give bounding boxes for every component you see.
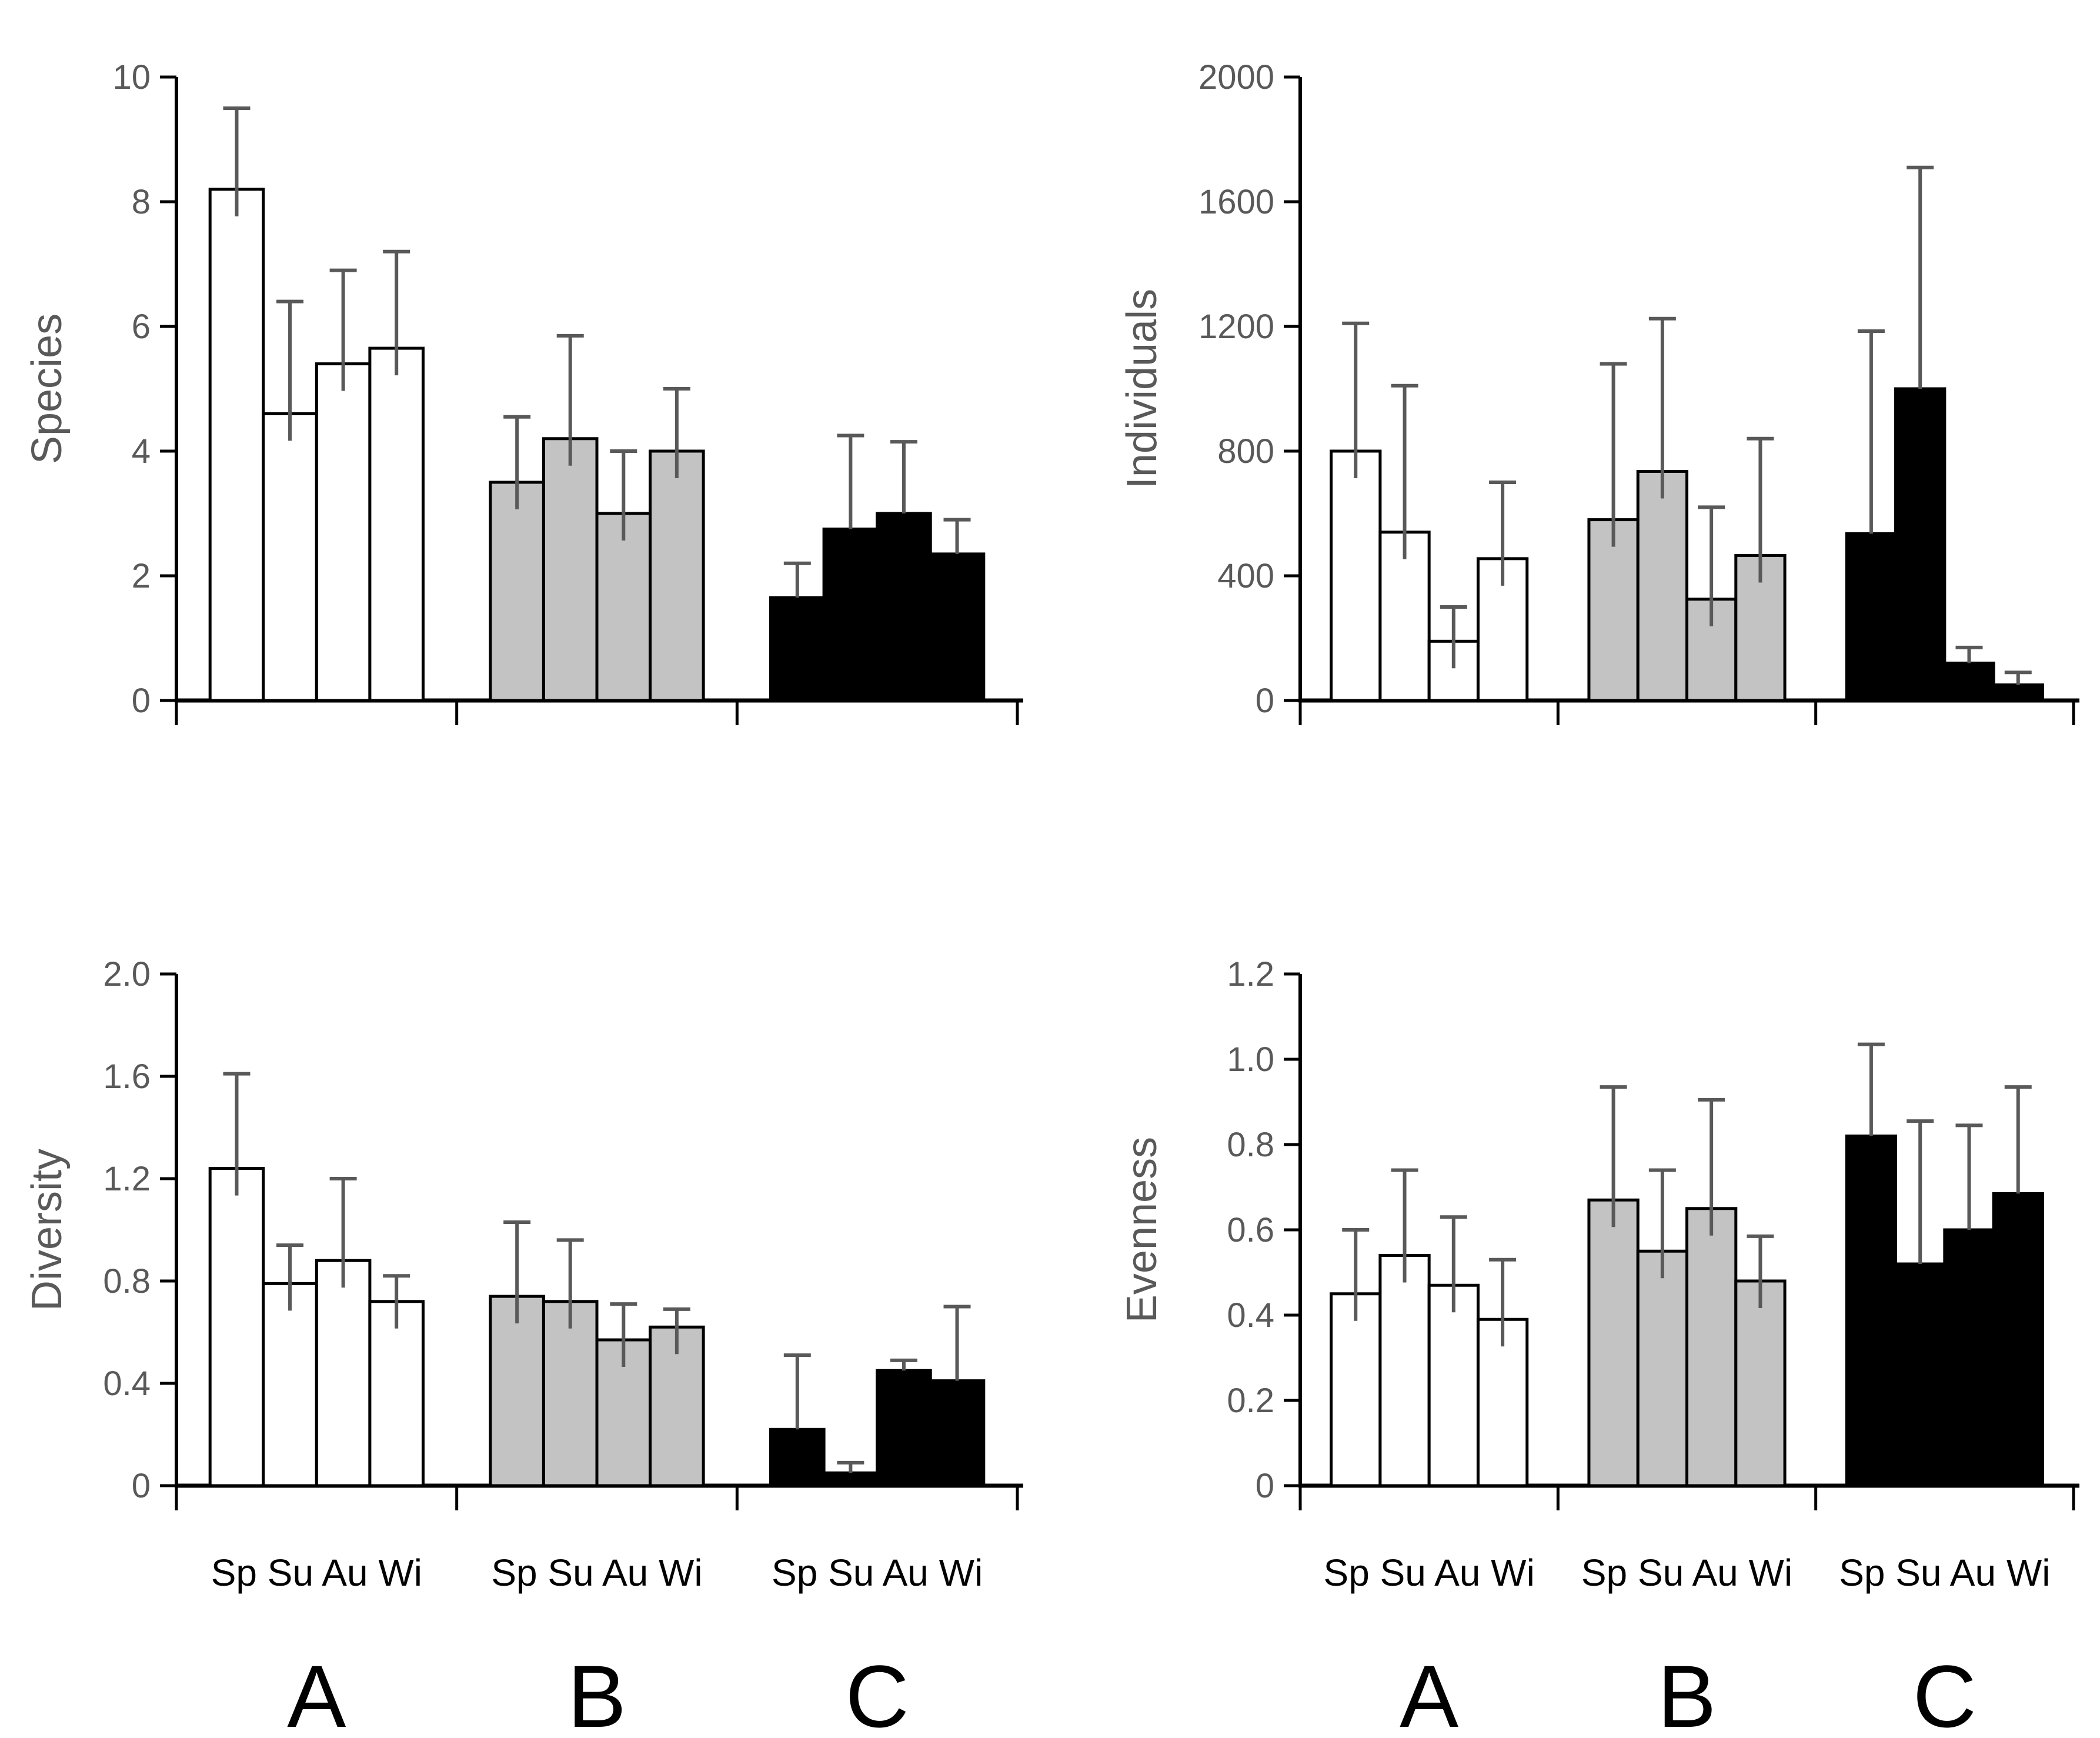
bar-C-Au	[1943, 1228, 1995, 1487]
group-letter-A: A	[287, 1647, 346, 1738]
y-tick-label: 1600	[1198, 183, 1274, 221]
y-tick-label: 0.8	[1227, 1126, 1274, 1164]
bar-A-Su	[1378, 1254, 1431, 1487]
bar-C-Wi	[929, 552, 986, 702]
bar-C-Su	[822, 528, 879, 702]
bar-B-Wi	[649, 449, 705, 702]
season-labels: Sp Su Au Wi	[1324, 1552, 1535, 1594]
y-tick-label: 0.4	[103, 1365, 151, 1403]
group-letter-C: C	[846, 1647, 909, 1738]
bar-A-Wi	[368, 1300, 425, 1487]
season-labels: Sp Su Au Wi	[211, 1552, 422, 1594]
y-tick-label: 400	[1217, 557, 1274, 595]
bar-A-Wi	[1476, 1317, 1529, 1487]
bar-C-Su	[1894, 387, 1947, 702]
bar-C-Wi	[1992, 1192, 2044, 1487]
bar-B-Su	[1636, 1249, 1689, 1487]
y-tick-label: 0.2	[1227, 1382, 1274, 1420]
species-chart: 0 2 4 6 8 10 Species	[24, 58, 1023, 725]
bar-C-Wi	[1992, 683, 2044, 702]
bar-A-Su	[1378, 531, 1431, 702]
bar-C-Au	[876, 512, 932, 702]
y-tick-label: 1.6	[103, 1058, 151, 1096]
y-tick-label: 1.0	[1227, 1040, 1274, 1079]
bar-C-Wi	[929, 1379, 986, 1487]
bar-B-Wi	[1734, 1279, 1787, 1487]
bar-C-Sp	[769, 596, 826, 702]
individuals-chart: 0 400 800 1200 1600 2000 Individuals	[1119, 58, 2079, 725]
group-letter-A: A	[1400, 1647, 1458, 1738]
bar-B-Au	[595, 512, 652, 702]
y-axis-title: Individuals	[1119, 289, 1166, 489]
y-tick-label: 10	[112, 58, 151, 96]
y-tick-label: 0	[132, 682, 151, 720]
y-tick-label: 0	[1256, 682, 1274, 720]
bar-C-Su	[822, 1471, 879, 1487]
y-tick-label: 8	[132, 183, 151, 221]
season-labels: Sp Su Au Wi	[1839, 1552, 2050, 1594]
y-tick-label: 0.8	[103, 1262, 151, 1300]
y-tick-label: 0	[132, 1467, 151, 1505]
diversity-chart: 0 0.4 0.8 1.2 1.6 2.0 Diversity Sp Su Au Wi A Sp …	[24, 955, 1023, 1738]
bar-A-Su	[262, 412, 318, 702]
y-tick-label: 1200	[1198, 308, 1274, 346]
bar-A-Wi	[368, 346, 425, 702]
bar-C-Su	[1894, 1262, 1947, 1487]
bar-A-Su	[262, 1282, 318, 1487]
y-axis-title: Diversity	[24, 1149, 71, 1311]
y-tick-label: 6	[132, 308, 151, 346]
y-tick-label: 4	[132, 432, 151, 471]
season-labels: Sp Su Au Wi	[772, 1552, 983, 1594]
bar-B-Au	[1685, 1207, 1738, 1487]
bar-A-Au	[1427, 1283, 1480, 1487]
y-tick-label: 1.2	[103, 1160, 151, 1198]
y-tick-label: 2.0	[103, 955, 151, 993]
diversity-chart-panel: 0 0.4 0.8 1.2 1.6 2.0 Diversity Sp Su Au Wi A Sp …	[24, 856, 1073, 1738]
bar-B-Su	[542, 1300, 599, 1487]
group-letter-B: B	[567, 1647, 626, 1738]
individuals-chart-panel: 0 400 800 1200 1600 2000 Individuals	[1074, 9, 2100, 856]
species-chart-panel: 0 2 4 6 8 10 Species	[24, 9, 1073, 856]
evenness-chart-panel: 0 0.2 0.4 0.6 0.8 1.0 1.2 Evenness Sp Su Au Wi A S…	[1074, 856, 2100, 1738]
group-letter-C: C	[1913, 1647, 1977, 1738]
bar-B-Sp	[489, 481, 545, 702]
y-tick-label: 1.2	[1227, 955, 1274, 993]
evenness-chart: 0 0.2 0.4 0.6 0.8 1.0 1.2 Evenness Sp Su Au Wi A S…	[1119, 955, 2079, 1738]
bar-C-Sp	[769, 1427, 826, 1487]
bar-B-Su	[542, 437, 599, 702]
y-tick-label: 0.6	[1227, 1211, 1274, 1249]
y-tick-label: 2000	[1198, 58, 1274, 96]
bar-B-Su	[1636, 469, 1689, 702]
y-tick-label: 0.4	[1227, 1296, 1274, 1335]
y-tick-label: 2	[132, 557, 151, 595]
bar-B-Sp	[1587, 518, 1640, 702]
bar-A-Sp	[208, 1167, 265, 1487]
y-tick-label: 0	[1256, 1467, 1274, 1505]
bar-A-Sp	[208, 188, 265, 702]
bar-C-Au	[1943, 661, 1995, 702]
y-axis-title: Species	[24, 313, 71, 464]
y-axis-title: Evenness	[1119, 1137, 1166, 1323]
bar-A-Au	[315, 1259, 372, 1487]
season-labels: Sp Su Au Wi	[491, 1552, 702, 1594]
bar-C-Au	[876, 1369, 932, 1487]
bar-A-Sp	[1330, 1292, 1382, 1487]
bar-C-Sp	[1845, 532, 1898, 702]
group-letter-B: B	[1657, 1647, 1716, 1738]
bar-A-Au	[315, 362, 372, 702]
bar-A-Sp	[1330, 449, 1382, 702]
season-labels: Sp Su Au Wi	[1581, 1552, 1792, 1594]
bar-C-Sp	[1845, 1135, 1898, 1487]
y-tick-label: 800	[1217, 432, 1274, 471]
bar-B-Sp	[489, 1295, 545, 1487]
bar-B-Sp	[1587, 1198, 1640, 1487]
